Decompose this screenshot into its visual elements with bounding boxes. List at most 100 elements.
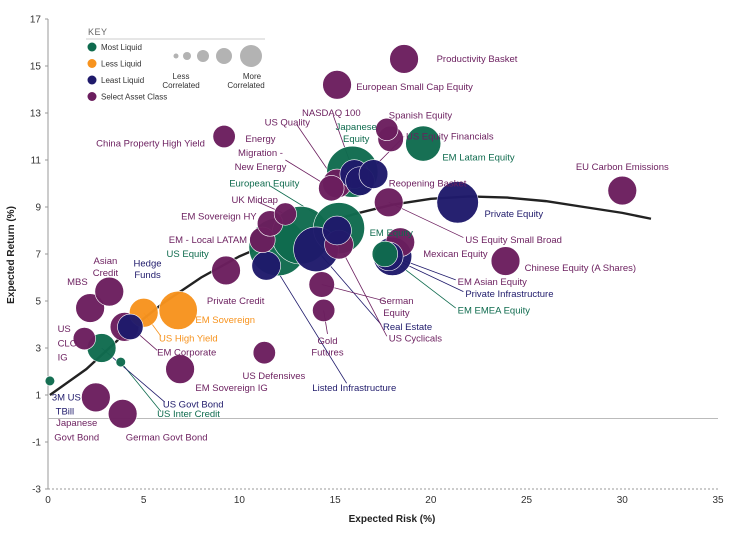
bubble-label: Real Estate [383,322,432,333]
bubble-label: EU Carbon Emissions [576,162,669,173]
key-more-correlated: More [243,72,262,81]
y-tick-label: 3 [35,344,41,355]
bubble-label: Asian [94,256,118,267]
y-tick-label: 11 [31,156,42,167]
bubble-point [94,276,124,307]
bubble-label: Japanese [336,122,377,133]
y-tick-label: 17 [30,15,42,26]
bubble-label: IG [58,352,68,363]
bubble-label: Productivity Basket [437,54,518,65]
bubble-point [165,354,195,384]
bubble-label: Equity [343,134,370,145]
legend-key: KEY Most Liquid Less Liquid Least Liquid Sel… [86,27,265,102]
bubble-point [436,181,479,224]
bubble-point [358,159,389,189]
bubble-point [81,382,111,413]
x-tick-label: 25 [521,495,533,506]
bubble-point [607,175,637,206]
key-label: Less Liquid [101,60,141,69]
bubble-label: Spanish Equity [389,110,453,121]
bubble-label: China Property High Yield [96,139,205,150]
bubble-point [312,298,336,322]
bubble-label: EM Sovereign [195,315,255,326]
key-size-circle [216,48,232,64]
bubble-point [211,255,241,286]
bubble-label: NASDAQ 100 [302,108,361,119]
x-tick-label: 0 [45,495,51,506]
key-size-circle [173,53,179,59]
bubble-label: Private Equity [484,209,543,220]
bubble-label: Migration - [238,148,283,159]
bubble-label: US Cyclicals [389,334,443,345]
leader-line [338,244,388,337]
bubble-point [371,240,399,268]
bubble-point [252,341,276,365]
bubble-label: Hedge [134,258,162,269]
bubble-label: Reopening Basket [389,179,467,190]
x-tick-label: 30 [617,495,629,506]
key-size-circle [183,52,191,60]
key-more-correlated: Correlated [227,81,264,90]
bubble-label: Futures [311,348,343,359]
bubble-point [251,251,281,281]
bubble-label: EM Equity [370,228,414,239]
bubble-label: Energy [245,134,275,145]
bubble-point [117,313,144,340]
bubble-label: New Energy [235,162,287,173]
bubble-point [375,117,399,141]
bubble-point [115,357,126,368]
bubble-point [405,125,442,162]
bubble-label: US Inter Credit [157,409,220,420]
bubble-point [374,187,404,218]
bubble-label: US [58,324,71,335]
x-tick-label: 10 [234,495,246,506]
key-label: Select Asset Class [101,93,167,102]
bubble-label: EM - Local LATAM [169,235,247,246]
bubble-label: EM Sovereign HY [181,211,257,222]
bubble-label: US Equity Small Broad [465,235,562,246]
bubble-label: German [379,296,413,307]
bubble-label: EM Asian Equity [458,277,527,288]
y-tick-label: 5 [35,297,41,308]
x-axis-title: Expected Risk (%) [349,514,436,525]
bubble-label: US Defensives [242,371,305,382]
y-axis-title: Expected Return (%) [6,206,17,304]
x-tick-label: 20 [425,495,437,506]
bubble-point [72,327,96,351]
bubble-label: Equity [383,308,410,319]
bubble-point [273,202,297,226]
bubble-label: Listed Infrastructure [312,383,396,394]
bubble-point [212,125,236,149]
bubble-label: Mexican Equity [423,249,488,260]
bubble-labels: Productivity Basket European Small Cap Eq… [52,54,669,443]
key-swatch [87,59,97,68]
bubble-point [75,293,105,323]
bubble-label: MBS [67,277,88,288]
y-tick-label: -1 [32,438,41,449]
bubble-point [318,175,345,202]
key-less-correlated: Less [173,72,190,81]
key-label: Most Liquid [101,43,142,52]
x-tick-label: 35 [712,495,724,506]
bubble-point [322,70,352,100]
bubble-label: European Equity [229,179,299,190]
bubble-layer [44,44,637,429]
bubble-point [107,399,138,429]
key-swatch [87,42,97,52]
key-swatch [87,75,97,85]
bubble-label: Funds [134,270,161,281]
bubble-label: TBill [56,406,74,417]
bubble-label: Chinese Equity (A Shares) [525,263,636,274]
bubble-point [158,290,198,330]
key-less-correlated: Correlated [162,81,199,90]
key-label: Least Liquid [101,76,144,85]
y-tick-label: 13 [30,109,42,120]
bubble-point [389,44,419,74]
x-tick-label: 5 [141,495,147,506]
bubble-label: UK Midcap [232,195,278,206]
bubble-label: 3M US [52,392,81,403]
bubble-point [490,246,521,276]
bubble-label: US Govt Bond [163,399,224,410]
y-tick-label: 7 [35,250,41,261]
